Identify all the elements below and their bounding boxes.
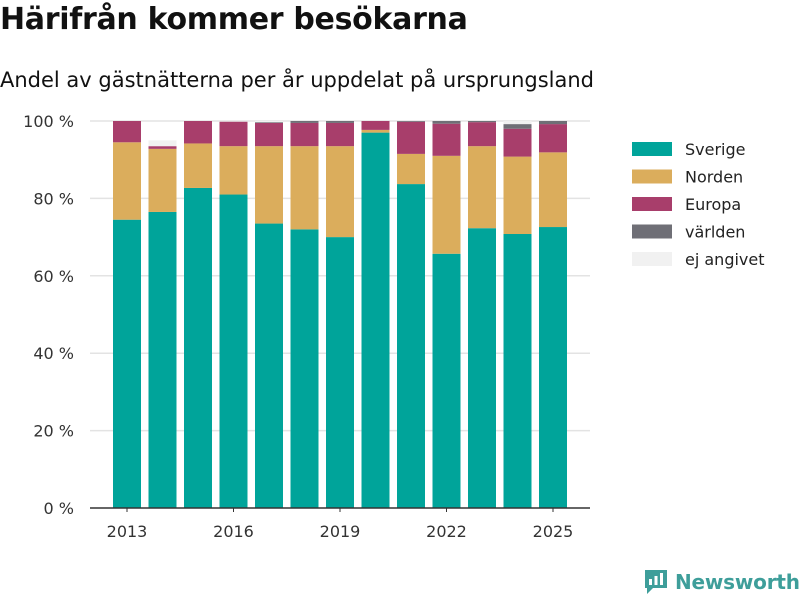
bar-segment-norden-2018 [290, 146, 319, 230]
bar-segment-sverige-2021 [397, 184, 425, 508]
x-tick-label: 2022 [426, 522, 467, 541]
bar-segment-världen-2021 [397, 121, 425, 122]
bar-segment-norden-2024 [503, 156, 532, 235]
x-tick-label: 2019 [320, 522, 361, 541]
bar-segment-sverige-2023 [468, 228, 496, 508]
bar-segment-norden-2016 [219, 146, 248, 195]
newsworthy-logo: Newsworthy [643, 568, 800, 596]
legend-swatch [632, 197, 672, 211]
bar-segment-europa-2020 [361, 121, 390, 130]
bar-segment-sverige-2024 [503, 234, 532, 508]
bar-segment-världen-2024 [503, 124, 532, 129]
bar-segment-europa-2018 [290, 122, 319, 147]
bar-segment-europa-2023 [468, 122, 496, 147]
bar-segment-norden-2015 [184, 143, 212, 188]
y-tick-label: 100 % [23, 112, 74, 131]
newsworthy-logo-icon [645, 570, 667, 594]
bar-segment-ej-angivet-2024 [503, 121, 532, 125]
brand-name: Newsworthy [675, 570, 800, 594]
bar-segment-norden-2017 [255, 146, 283, 224]
bar-segment-norden-2025 [539, 152, 567, 228]
legend-swatch [632, 142, 672, 156]
bar-segment-norden-2019 [326, 146, 354, 238]
bar-segment-ej-angivet-2017 [255, 121, 283, 123]
bar-segment-europa-2019 [326, 122, 354, 147]
y-tick-label: 60 % [33, 267, 74, 286]
bar-segment-sverige-2025 [539, 227, 567, 508]
bar-segment-sverige-2017 [255, 223, 283, 508]
bar-segment-världen-2018 [290, 121, 319, 123]
y-tick-label: 0 % [44, 499, 74, 518]
bar-segment-världen-2022 [432, 121, 461, 124]
bar-segment-sverige-2019 [326, 237, 354, 508]
bar-segment-europa-2025 [539, 124, 567, 153]
bar-segment-ej-angivet-2014 [148, 140, 177, 147]
legend-label: ej angivet [685, 250, 765, 269]
bar-segment-världen-2019 [326, 121, 354, 123]
bar-segment-norden-2013 [113, 142, 141, 220]
bar-segment-sverige-2020 [361, 132, 390, 509]
y-tick-label: 40 % [33, 344, 74, 363]
bar-segment-europa-2014 [148, 146, 177, 149]
legend-swatch [632, 224, 672, 239]
bar-segment-världen-2025 [539, 121, 567, 125]
bar-segment-världen-2023 [468, 121, 496, 123]
bar-segment-europa-2015 [184, 121, 212, 144]
x-tick-label: 2016 [213, 522, 254, 541]
legend-label: Europa [685, 195, 741, 214]
bar-segment-norden-2014 [148, 148, 177, 212]
chart-subtitle: Andel av gästnätterna per år uppdelat på… [0, 68, 594, 92]
bar-segment-sverige-2016 [219, 194, 248, 508]
bar-segment-sverige-2015 [184, 187, 212, 509]
bar-segment-sverige-2014 [148, 211, 177, 508]
y-tick-label: 80 % [33, 189, 74, 208]
legend-label: världen [685, 223, 745, 242]
bar-segment-världen-2017 [255, 122, 283, 123]
axes: 0 % 20 % 40 % 60 % 80 % 100 % 2013 2016 2019 2022… [23, 112, 590, 541]
bar-segment-sverige-2018 [290, 229, 319, 509]
bars [113, 121, 567, 509]
bar-segment-norden-2020 [361, 129, 390, 133]
chart-title: Härifrån kommer besökarna [0, 2, 468, 37]
bar-segment-sverige-2013 [113, 219, 141, 508]
bar-segment-europa-2024 [503, 128, 532, 157]
x-tick-label: 2013 [107, 522, 148, 541]
bar-segment-sverige-2022 [432, 253, 461, 508]
bar-segment-norden-2023 [468, 146, 496, 229]
legend: Sverige Norden Europa världen ej angivet [632, 140, 765, 269]
bar-segment-europa-2021 [397, 121, 425, 154]
bar-segment-europa-2013 [113, 121, 141, 143]
bar-segment-norden-2021 [397, 153, 425, 185]
legend-swatch [632, 169, 672, 184]
bar-segment-europa-2017 [255, 122, 283, 147]
legend-swatch [632, 252, 672, 266]
bar-segment-europa-2022 [432, 123, 461, 156]
y-tick-label: 20 % [33, 422, 74, 441]
legend-label: Sverige [685, 140, 746, 159]
x-tick-label: 2025 [533, 522, 574, 541]
bar-segment-norden-2022 [432, 155, 461, 254]
bar-segment-europa-2016 [219, 121, 248, 147]
legend-label: Norden [685, 168, 743, 187]
